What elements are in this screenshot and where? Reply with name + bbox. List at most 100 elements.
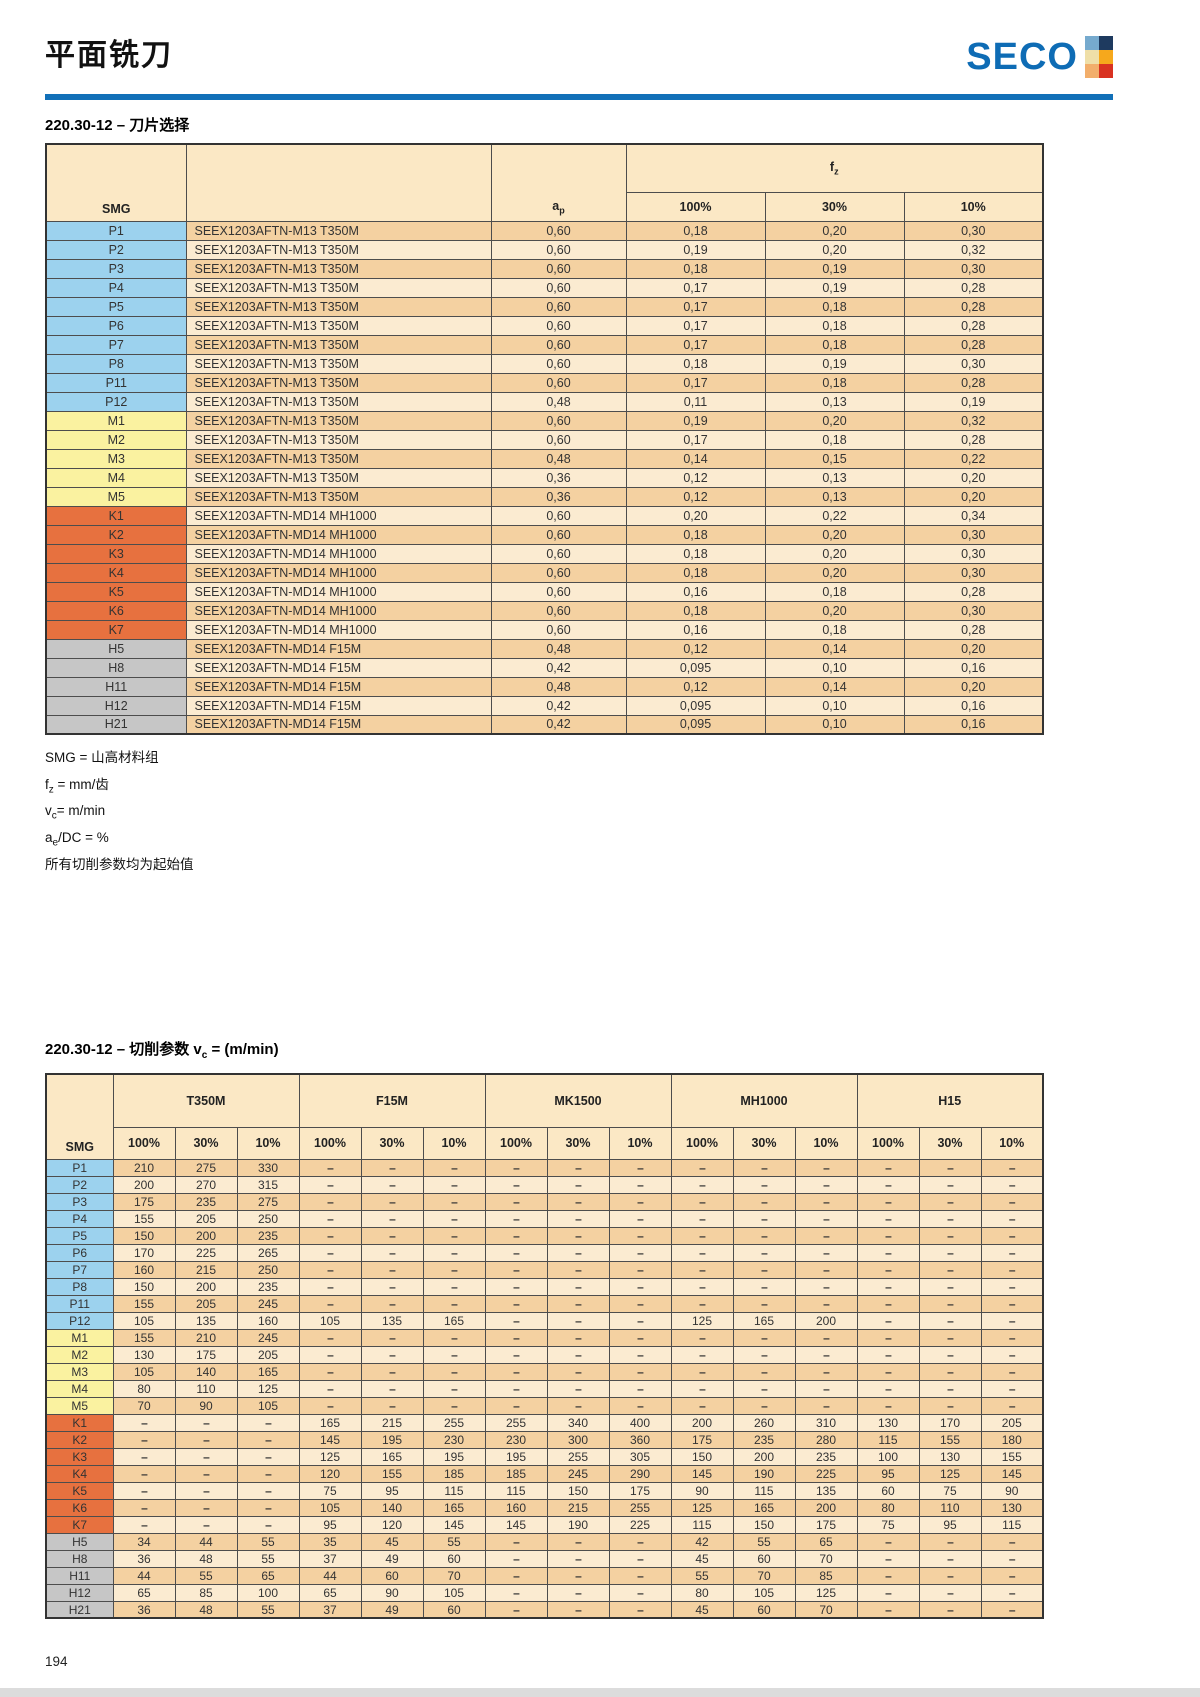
vc-value-cell: 45 bbox=[670, 1549, 734, 1568]
fz-value-cell: 0,11 bbox=[625, 391, 766, 412]
table-row: K4– – –120 155 185 185 245 290 145 190 225 95 125 145 bbox=[45, 1464, 1044, 1483]
vc-value-cell: – bbox=[918, 1209, 982, 1228]
vc-value-cell: 55 bbox=[236, 1549, 300, 1568]
cutting-data-table-head: SMG T350M F15M MK1500 MH1000 H15 100% 30%… bbox=[45, 1073, 1044, 1160]
table-row: P1 210 275 330– – – – – – – – – – – – bbox=[45, 1158, 1044, 1177]
table-row: P11 SEEX1203AFTN-M13 T350M 0,60 0,17 0,18 0,2… bbox=[45, 372, 1044, 393]
smg-column-header: SMG bbox=[45, 143, 187, 222]
vc-value-cell: – bbox=[670, 1175, 734, 1194]
vc-value-cell: – bbox=[670, 1396, 734, 1415]
fz-value-cell: 0,19 bbox=[903, 391, 1044, 412]
fz-value-cell: 0,14 bbox=[625, 448, 766, 469]
smg-cell: K4 bbox=[45, 562, 187, 583]
table-row: P7 160 215 250– – – – – – – – – – – – bbox=[45, 1260, 1044, 1279]
fz-value-cell: 0,17 bbox=[625, 296, 766, 317]
vc-value-cell: – bbox=[856, 1226, 920, 1245]
insert-cell: SEEX1203AFTN-M13 T350M bbox=[185, 296, 492, 317]
ap-cell: 0,60 bbox=[490, 562, 627, 583]
percent-header: 100% bbox=[670, 1126, 734, 1160]
fz-value-cell: 0,30 bbox=[903, 600, 1044, 621]
smg-cell: P12 bbox=[45, 391, 187, 412]
table-row: K3– – –125 165 195 195 255 305 150 200 235 100 130 15… bbox=[45, 1447, 1044, 1466]
table-row: P12 105 135 160 105 135 165– – –125 165 200– – – bbox=[45, 1311, 1044, 1330]
vc-value-cell: 165 bbox=[236, 1362, 300, 1381]
fz-value-cell: 0,20 bbox=[903, 638, 1044, 659]
vc-value-cell: – bbox=[484, 1583, 548, 1602]
smg-cell: M1 bbox=[45, 1328, 114, 1347]
vc-value-cell: 105 bbox=[112, 1311, 176, 1330]
table-row: H8 36 48 55 37 49 60– – –45 60 70– – – bbox=[45, 1549, 1044, 1568]
fz-value-cell: 0,28 bbox=[903, 296, 1044, 317]
vc-value-cell: – bbox=[608, 1311, 672, 1330]
ap-cell: 0,60 bbox=[490, 524, 627, 545]
grade-header-h15: H15 bbox=[856, 1073, 1044, 1128]
insert-cell: SEEX1203AFTN-M13 T350M bbox=[185, 391, 492, 412]
vc-value-cell: 34 bbox=[112, 1532, 176, 1551]
fz-value-cell: 0,20 bbox=[903, 676, 1044, 697]
vc-value-cell: – bbox=[918, 1345, 982, 1364]
vc-value-cell: 95 bbox=[298, 1515, 362, 1534]
vc-value-cell: – bbox=[608, 1549, 672, 1568]
vc-value-cell: – bbox=[732, 1277, 796, 1296]
vc-value-cell: 55 bbox=[670, 1566, 734, 1585]
vc-value-cell: 205 bbox=[174, 1294, 238, 1313]
vc-value-cell: – bbox=[546, 1175, 610, 1194]
insert-cell: SEEX1203AFTN-MD14 F15M bbox=[185, 657, 492, 678]
smg-cell: K3 bbox=[45, 1447, 114, 1466]
vc-value-cell: – bbox=[794, 1192, 858, 1211]
vc-value-cell: – bbox=[112, 1515, 176, 1534]
smg-cell: H12 bbox=[45, 695, 187, 716]
smg-cell: H11 bbox=[45, 676, 187, 697]
vc-value-cell: – bbox=[856, 1549, 920, 1568]
vc-value-cell: 125 bbox=[918, 1464, 982, 1483]
fz-10-header: 10% bbox=[903, 191, 1044, 222]
vc-value-cell: – bbox=[794, 1226, 858, 1245]
vc-value-cell: 150 bbox=[546, 1481, 610, 1500]
page-title: 平面铣刀 bbox=[45, 38, 173, 73]
ap-cell: 0,48 bbox=[490, 638, 627, 659]
vc-value-cell: – bbox=[484, 1396, 548, 1415]
section-title-insert-selection: 220.30-12 – 刀片选择 bbox=[45, 117, 190, 134]
vc-value-cell: – bbox=[546, 1379, 610, 1398]
vc-value-cell: – bbox=[980, 1243, 1044, 1262]
vc-value-cell: 65 bbox=[298, 1583, 362, 1602]
vc-value-cell: – bbox=[422, 1260, 486, 1279]
vc-value-cell: – bbox=[670, 1277, 734, 1296]
vc-value-cell: – bbox=[236, 1464, 300, 1483]
vc-value-cell: 125 bbox=[236, 1379, 300, 1398]
percent-header: 10% bbox=[608, 1126, 672, 1160]
insert-selection-table: SMG ap fz 100% 30% 10% P1 SEEX1203AFTN-M1… bbox=[45, 143, 1044, 735]
vc-value-cell: – bbox=[546, 1532, 610, 1551]
percent-header: 30% bbox=[732, 1126, 796, 1160]
vc-value-cell: 100 bbox=[856, 1447, 920, 1466]
vc-value-cell: 110 bbox=[918, 1498, 982, 1517]
logo-square bbox=[1085, 50, 1099, 64]
insert-cell: SEEX1203AFTN-M13 T350M bbox=[185, 410, 492, 431]
page-number: 194 bbox=[45, 1654, 68, 1669]
vc-value-cell: – bbox=[608, 1209, 672, 1228]
vc-value-cell: – bbox=[360, 1243, 424, 1262]
vc-value-cell: 215 bbox=[546, 1498, 610, 1517]
grade-header-f15m: F15M bbox=[298, 1073, 486, 1128]
vc-value-cell: 175 bbox=[670, 1430, 734, 1449]
vc-value-cell: 145 bbox=[670, 1464, 734, 1483]
vc-value-cell: – bbox=[918, 1396, 982, 1415]
vc-value-cell: – bbox=[546, 1243, 610, 1262]
smg-cell: K7 bbox=[45, 1515, 114, 1534]
vc-value-cell: – bbox=[298, 1379, 362, 1398]
table-row: M1 SEEX1203AFTN-M13 T350M 0,60 0,19 0,20 0,32 bbox=[45, 410, 1044, 431]
vc-value-cell: – bbox=[980, 1600, 1044, 1619]
fz-value-cell: 0,095 bbox=[625, 695, 766, 716]
vc-value-cell: 48 bbox=[174, 1549, 238, 1568]
vc-value-cell: – bbox=[856, 1532, 920, 1551]
vc-value-cell: 35 bbox=[298, 1532, 362, 1551]
insert-cell: SEEX1203AFTN-M13 T350M bbox=[185, 486, 492, 507]
fz-value-cell: 0,20 bbox=[764, 220, 905, 241]
table-row: H12 SEEX1203AFTN-MD14 F15M 0,42 0,095 0,10 0,… bbox=[45, 695, 1044, 716]
fz-value-cell: 0,30 bbox=[903, 543, 1044, 564]
insert-selection-table-head: SMG ap fz 100% 30% 10% bbox=[45, 143, 1044, 222]
smg-cell: H5 bbox=[45, 638, 187, 659]
vc-value-cell: – bbox=[918, 1243, 982, 1262]
vc-value-cell: – bbox=[608, 1243, 672, 1262]
fz-value-cell: 0,12 bbox=[625, 467, 766, 488]
